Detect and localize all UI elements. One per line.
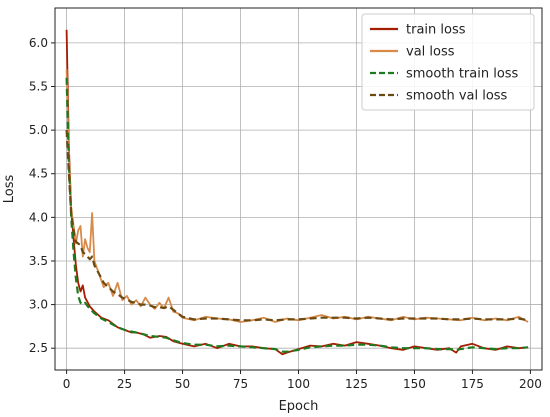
- x-tick-label: 200: [519, 377, 542, 391]
- y-tick-label: 6.0: [29, 36, 48, 50]
- legend-box: [361, 13, 535, 111]
- y-tick-label: 2.5: [29, 341, 48, 355]
- legend: train loss val loss smooth train loss smoot…: [361, 13, 535, 111]
- y-tick-label: 4.0: [29, 210, 48, 224]
- smooth-val-loss-line: [65, 130, 529, 322]
- smooth-train-loss-legend-label: smooth train loss: [406, 67, 519, 82]
- x-tick-label: 175: [461, 377, 484, 391]
- x-tick-label: 25: [117, 377, 132, 391]
- y-axis-label: Loss: [2, 175, 17, 204]
- smooth-train-loss-line: [65, 77, 529, 353]
- y-tick-label: 4.5: [29, 167, 48, 181]
- x-tick-label: 50: [175, 377, 190, 391]
- ticks: 0 25 50 75 100 125 150 175 200 2.5 3.0 3.5 4.0 4.5 5.0…: [29, 36, 542, 391]
- train-loss-legend-label: train loss: [406, 23, 466, 38]
- y-tick-label: 3.0: [29, 298, 48, 312]
- x-tick-label: 100: [287, 377, 310, 391]
- x-axis-label: Epoch: [279, 399, 319, 414]
- y-tick-label: 5.5: [29, 80, 48, 94]
- val-loss-legend-label: val loss: [406, 45, 455, 60]
- y-tick-label: 5.0: [29, 123, 48, 137]
- series-group: [65, 29, 529, 356]
- x-tick-label: 75: [233, 377, 248, 391]
- x-tick-label: 125: [345, 377, 368, 391]
- x-tick-label: 150: [403, 377, 426, 391]
- grid: [55, 8, 542, 370]
- smooth-val-loss-legend-label: smooth val loss: [406, 89, 508, 104]
- y-tick-label: 3.5: [29, 254, 48, 268]
- x-tick-label: 0: [63, 377, 71, 391]
